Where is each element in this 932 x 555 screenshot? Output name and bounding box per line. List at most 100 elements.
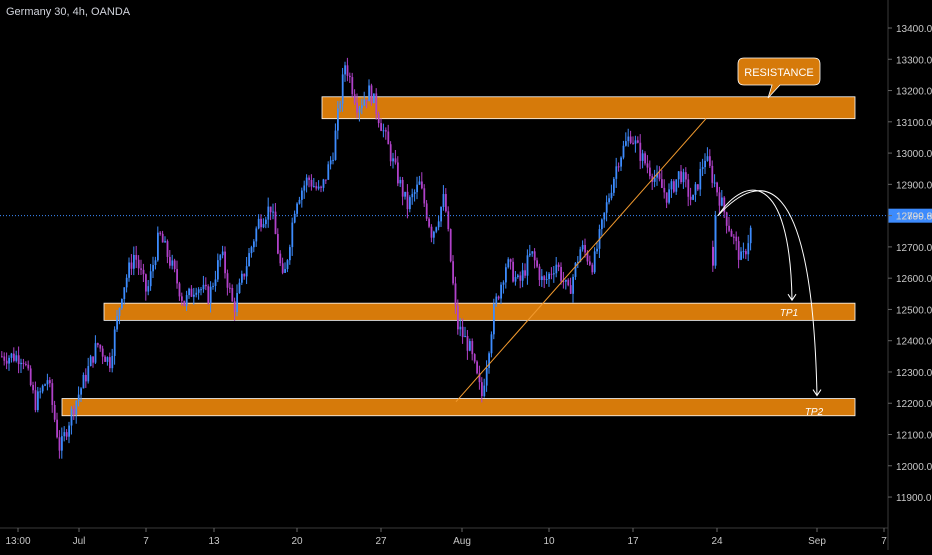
candle-body (351, 77, 354, 95)
candle-body (733, 236, 735, 238)
candle-body (512, 261, 514, 282)
candle-body (514, 277, 517, 282)
candle-body (257, 218, 260, 229)
candle-body (243, 273, 246, 277)
candle-body (320, 186, 322, 188)
candle-body (1, 356, 3, 358)
candle-body (596, 248, 598, 252)
candle-body (673, 181, 675, 192)
candle-body (716, 182, 718, 193)
candle-body (454, 283, 457, 306)
candle-body (464, 336, 466, 338)
ascending-trendline (455, 118, 707, 403)
candle-body (524, 270, 526, 276)
candle-body (646, 163, 649, 168)
candle-body (622, 145, 625, 158)
candle-body (27, 364, 30, 369)
candle-body (207, 286, 210, 304)
candle-body (613, 178, 615, 193)
time-tick-label: 24 (711, 536, 723, 547)
candle-body (565, 279, 567, 282)
candle-body (385, 130, 387, 132)
candle-body (101, 348, 104, 357)
time-tick-label: 13:00 (5, 536, 30, 547)
candle-body (92, 356, 94, 363)
candle-body (58, 437, 61, 451)
candle-body (461, 326, 464, 338)
candle-body (730, 230, 733, 237)
candle-body (632, 142, 634, 144)
candle-body (577, 261, 579, 263)
candle-body (224, 251, 226, 274)
candle-body (310, 179, 313, 187)
candle-body (111, 355, 114, 369)
candle-body (17, 355, 20, 365)
candle-body (77, 394, 80, 401)
candle-body (478, 373, 481, 383)
candle-body (346, 65, 349, 76)
price-tick-label: 12400.0 (896, 337, 932, 348)
candle-body (344, 65, 346, 75)
candle-body (572, 276, 574, 294)
time-tick-label: Sep (808, 536, 826, 547)
candle-body (195, 292, 198, 295)
zones-layer (61, 96, 856, 417)
candle-body (735, 236, 738, 242)
candle-body (406, 191, 409, 210)
candle-body (637, 140, 639, 143)
candle-body (507, 259, 510, 268)
candle-body (99, 344, 102, 349)
candle-body (217, 260, 219, 280)
candle-body (557, 264, 560, 267)
candle-body (442, 194, 445, 207)
candle-body (3, 356, 6, 361)
candle-body (10, 353, 13, 358)
candle-body (32, 385, 34, 391)
price-tick-label: 12100.0 (896, 431, 932, 442)
candle-body (15, 355, 18, 361)
candle-body (152, 265, 154, 272)
candle-body (118, 308, 121, 316)
candle-body (430, 226, 433, 238)
symbol-title: Germany 30, 4h, OANDA (6, 6, 131, 18)
candle-body (742, 251, 745, 253)
candle-body (337, 108, 339, 131)
candle-body (536, 260, 538, 267)
candle-body (509, 259, 512, 262)
price-tick-label: 12300.0 (896, 368, 932, 379)
candle-body (394, 158, 397, 163)
projection-path-tp1 (717, 189, 793, 301)
candle-body (569, 285, 572, 294)
candle-body (289, 247, 291, 261)
candle-body (13, 353, 15, 361)
price-tick-label: 13400.0 (896, 24, 932, 35)
price-tick-label: 12500.0 (896, 305, 932, 316)
candle-body (627, 136, 630, 142)
candle-body (185, 295, 188, 306)
candle-body (29, 368, 32, 386)
price-tick-label: 12900.0 (896, 180, 932, 191)
candle-body (49, 380, 51, 384)
candle-body (553, 273, 555, 275)
candle-body (531, 251, 534, 254)
candle-body (145, 274, 147, 292)
candle-body (526, 255, 529, 276)
time-tick-label: 7 (143, 536, 149, 547)
candle-body (159, 232, 162, 234)
candle-body (685, 172, 687, 180)
candle-body (459, 326, 462, 330)
candle-body (183, 300, 186, 306)
candle-body (469, 341, 471, 351)
candle-body (104, 356, 106, 362)
candle-body (260, 218, 262, 228)
candle-body (75, 400, 78, 415)
time-tick-label: 7 (881, 536, 887, 547)
candle-body (262, 224, 265, 228)
candle-body (399, 179, 402, 184)
candle-body (670, 181, 673, 190)
time-tick-label: 17 (627, 536, 639, 547)
candle-body (377, 114, 380, 124)
